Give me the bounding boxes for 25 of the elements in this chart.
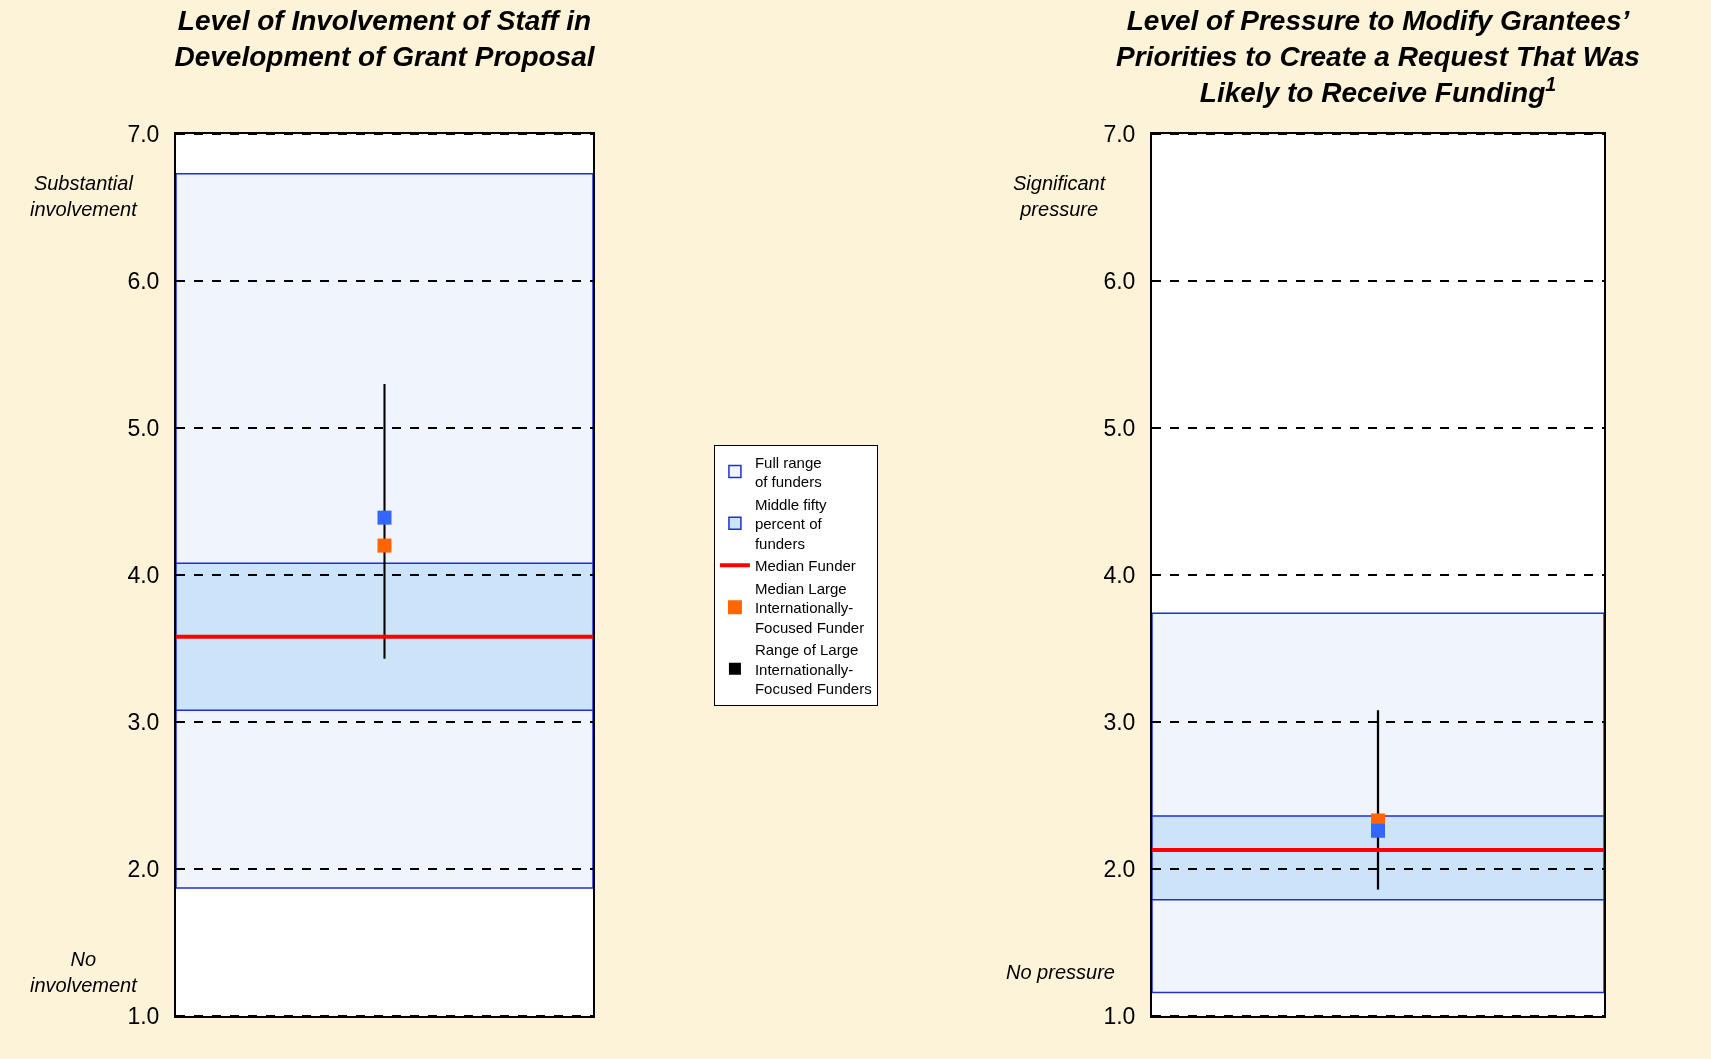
text: Significant pressure [1013,172,1107,220]
y-tick-label: 3.0 [127,709,160,736]
text: Substantial involvement [30,172,139,220]
legend-label: Range of Large Internationally- Focused Funders [754,641,872,698]
y-tick-label: 5.0 [1103,415,1136,442]
text: No pressure [1006,961,1115,983]
y-tick-label: 6.0 [1103,268,1136,295]
y-tick-label: 2.0 [127,856,160,883]
chart-title: Level of Involvement of Staff in Development of Grant Proposal [174,4,596,73]
y-tick-label: 1.0 [127,1003,160,1030]
y-tick-label: 5.0 [127,415,160,442]
text: No involvement [30,948,139,996]
legend-label: Median Large Internationally- Focused Funder [754,579,865,636]
legend-label: Full range of funders [754,453,822,491]
y-tick-label: 6.0 [127,268,160,295]
chart-title: Level of Pressure to Modify Grantees’ Priorities to Create a Request That Was Likely to Receive Funding$^{1}$ [1116,4,1640,109]
y-tick-label: 4.0 [1103,562,1136,589]
legend-label: Middle fifty percent of funders [754,495,828,552]
y-tick-label: 4.0 [127,562,160,589]
y-tick-label: 3.0 [1103,709,1136,736]
legend-label: Median Funder [754,557,856,575]
y-tick-label: 7.0 [1103,121,1136,148]
y-tick-label: 2.0 [1103,856,1136,883]
y-tick-label: 7.0 [127,121,160,148]
y-tick-label: 1.0 [1103,1003,1136,1030]
